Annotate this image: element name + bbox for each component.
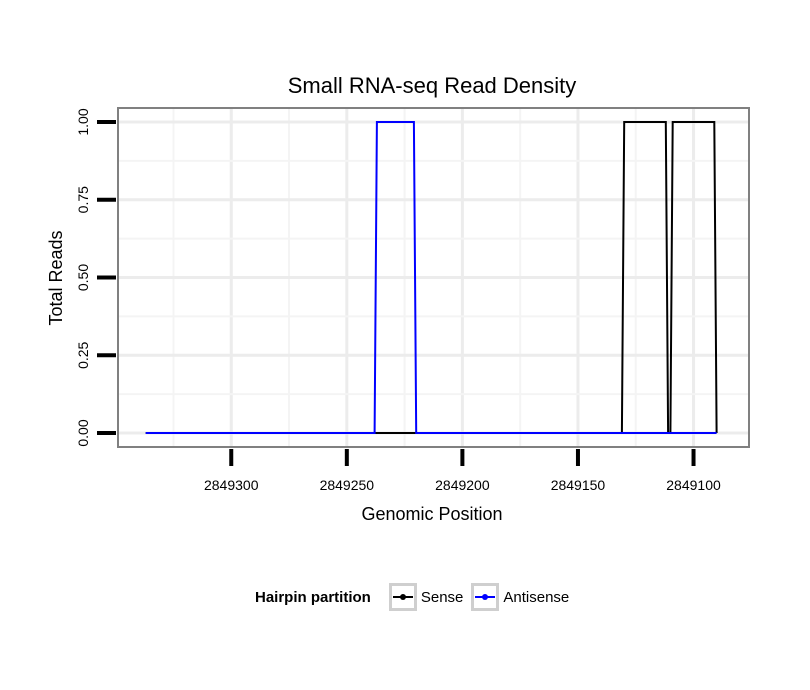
legend-key-antisense: [471, 583, 500, 611]
legend: Hairpin partition Sense Antisense: [255, 578, 577, 616]
y-tick-label: 0.00: [75, 419, 91, 446]
x-tick-label: 2849250: [320, 477, 375, 493]
x-tick-label: 2849100: [666, 477, 721, 493]
x-tick-label: 2849150: [551, 477, 606, 493]
x-axis: 2849300 2849250 2849200 2849150 2849100: [204, 449, 721, 493]
legend-item-antisense: Antisense: [471, 583, 569, 611]
chart-title: Small RNA-seq Read Density: [288, 73, 577, 98]
legend-label-sense: Sense: [420, 588, 464, 606]
legend-item-sense: Sense: [388, 583, 464, 611]
y-tick-label: 1.00: [75, 108, 91, 135]
x-tick-label: 2849300: [204, 477, 259, 493]
legend-label-antisense: Antisense: [503, 588, 570, 606]
y-axis: 0.00 0.25 0.50 0.75 1.00: [75, 108, 116, 447]
grid: [118, 108, 749, 447]
legend-key-sense: [388, 583, 417, 611]
x-tick-label: 2849200: [435, 477, 490, 493]
series-layer: [145, 121, 718, 434]
series-line-antisense: [145, 121, 717, 434]
y-tick-label: 0.50: [75, 264, 91, 291]
legend-title: Hairpin partition: [255, 588, 371, 606]
y-tick-label: 0.25: [75, 341, 91, 368]
plot-panel: [117, 107, 750, 448]
y-axis-label: Total Reads: [46, 230, 66, 325]
x-axis-label: Genomic Position: [361, 504, 502, 524]
y-tick-label: 0.75: [75, 186, 91, 213]
